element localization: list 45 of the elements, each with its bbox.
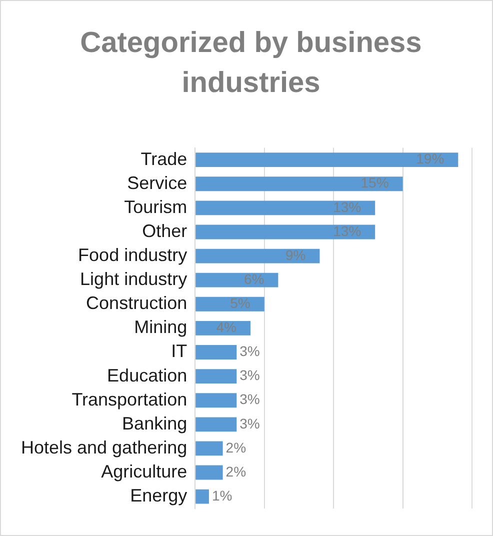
chart-title: Categorized by business industries [79, 26, 423, 101]
y-tick-label: Hotels and gathering [20, 437, 188, 458]
bar [196, 393, 237, 408]
y-tick-label: Light industry [80, 269, 188, 290]
y-tick-label: Transportation [72, 389, 188, 410]
bar [196, 200, 376, 216]
data-label: 9% [285, 246, 306, 263]
data-label: 3% [240, 343, 260, 360]
bar [196, 489, 209, 504]
data-label: 15% [360, 174, 389, 191]
y-tick-label: Banking [122, 413, 188, 434]
y-tick-label: Trade [140, 148, 188, 169]
bar [196, 152, 458, 168]
data-label: 13% [333, 198, 362, 215]
data-label: 3% [240, 415, 260, 432]
bar [196, 296, 264, 312]
data-label: 19% [416, 150, 444, 167]
y-tick-label: Education [107, 365, 188, 386]
data-label: 2% [226, 439, 246, 456]
bar [196, 417, 237, 432]
data-label: 4% [216, 319, 236, 336]
y-tick-label: Energy [130, 486, 188, 506]
bar [196, 272, 278, 288]
data-label: 3% [240, 391, 260, 408]
data-label: 3% [240, 367, 260, 384]
bar [196, 465, 223, 480]
data-label: 2% [226, 463, 246, 480]
y-tick-label: Other [142, 220, 188, 241]
y-tick-label: Agriculture [101, 461, 188, 482]
bar [196, 224, 376, 240]
y-tick-label: IT [171, 341, 188, 362]
data-label: 13% [333, 222, 362, 239]
bar [196, 441, 223, 456]
data-label: 5% [230, 295, 250, 312]
y-tick-label: Mining [134, 317, 188, 338]
bar [196, 176, 403, 192]
y-tick-label: Tourism [124, 196, 188, 217]
bar [196, 345, 237, 360]
data-label: 6% [244, 270, 264, 287]
data-label: 1% [212, 487, 232, 504]
y-tick-label: Service [127, 172, 188, 193]
y-tick-label: Construction [86, 293, 188, 314]
bar [196, 248, 320, 264]
bar [196, 369, 237, 384]
y-tick-label: Food industry [78, 245, 188, 266]
